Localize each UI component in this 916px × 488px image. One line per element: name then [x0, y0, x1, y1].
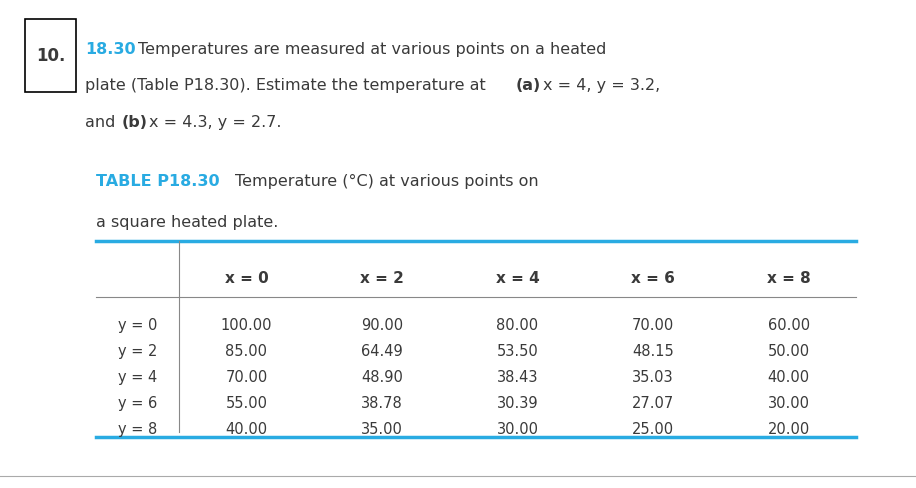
Text: 48.15: 48.15	[632, 344, 674, 359]
Text: 20.00: 20.00	[768, 421, 810, 436]
Text: 70.00: 70.00	[225, 369, 267, 385]
Text: x = 4, y = 3.2,: x = 4, y = 3.2,	[543, 78, 660, 93]
Text: 38.78: 38.78	[361, 395, 403, 410]
Text: 40.00: 40.00	[768, 369, 810, 385]
Text: 30.00: 30.00	[496, 421, 539, 436]
Text: x = 2: x = 2	[360, 271, 404, 285]
Text: 64.49: 64.49	[361, 344, 403, 359]
Text: 53.50: 53.50	[496, 344, 539, 359]
Text: x = 0: x = 0	[224, 271, 268, 285]
Text: TABLE P18.30: TABLE P18.30	[96, 173, 220, 188]
Text: 30.00: 30.00	[768, 395, 810, 410]
Text: 48.90: 48.90	[361, 369, 403, 385]
Text: 85.00: 85.00	[225, 344, 267, 359]
Text: x = 6: x = 6	[631, 271, 675, 285]
Bar	[25, 20, 76, 93]
Text: 80.00: 80.00	[496, 318, 539, 333]
Text: 90.00: 90.00	[361, 318, 403, 333]
Text: 70.00: 70.00	[632, 318, 674, 333]
Text: 40.00: 40.00	[225, 421, 267, 436]
Text: 50.00: 50.00	[768, 344, 810, 359]
Text: 25.00: 25.00	[632, 421, 674, 436]
Text: 100.00: 100.00	[221, 318, 272, 333]
Text: 38.43: 38.43	[496, 369, 539, 385]
Text: 30.39: 30.39	[496, 395, 539, 410]
Text: y = 4: y = 4	[118, 369, 157, 385]
Text: plate (Table P18.30). Estimate the temperature at: plate (Table P18.30). Estimate the tempe…	[85, 78, 491, 93]
Text: (a): (a)	[516, 78, 541, 93]
Text: 27.07: 27.07	[632, 395, 674, 410]
Text: 35.00: 35.00	[361, 421, 403, 436]
Text: 55.00: 55.00	[225, 395, 267, 410]
Text: Temperatures are measured at various points on a heated: Temperatures are measured at various poi…	[138, 41, 606, 57]
Text: x = 4.3, y = 2.7.: x = 4.3, y = 2.7.	[149, 115, 282, 130]
Text: 60.00: 60.00	[768, 318, 810, 333]
Text: x = 4: x = 4	[496, 271, 540, 285]
Text: 35.03: 35.03	[632, 369, 674, 385]
Text: y = 2: y = 2	[118, 344, 157, 359]
Text: x = 8: x = 8	[767, 271, 811, 285]
Text: y = 8: y = 8	[118, 421, 157, 436]
Text: and: and	[85, 115, 121, 130]
Text: 18.30: 18.30	[85, 41, 136, 57]
Text: (b): (b)	[122, 115, 147, 130]
Text: y = 0: y = 0	[118, 318, 157, 333]
Text: 10.: 10.	[36, 47, 65, 65]
Text: a square heated plate.: a square heated plate.	[96, 215, 278, 230]
Text: y = 6: y = 6	[118, 395, 157, 410]
Text: Temperature (°C) at various points on: Temperature (°C) at various points on	[235, 173, 539, 188]
